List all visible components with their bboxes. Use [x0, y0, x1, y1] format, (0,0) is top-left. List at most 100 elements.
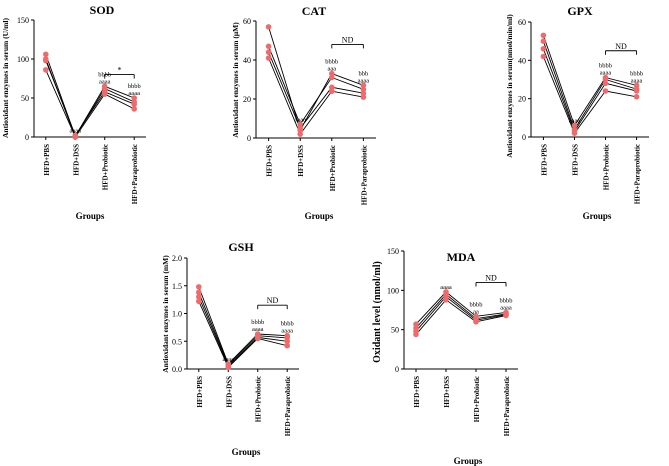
series-line — [45, 54, 135, 138]
significance-label: bbbb — [470, 301, 483, 308]
x-tick-label: HFD+PBS — [196, 376, 204, 408]
x-tick-label: HFD+DSS — [72, 144, 80, 176]
data-point — [196, 294, 202, 300]
data-point — [265, 43, 272, 50]
data-point — [602, 80, 609, 87]
data-point — [360, 82, 367, 89]
x-tick-label: HFD+PBS — [266, 145, 274, 177]
y-tick-label: 0.0 — [172, 365, 182, 374]
x-tick-label: HFD+Paraprobiotic — [634, 144, 642, 204]
significance-label: bbbb — [599, 63, 612, 70]
significance-label: aaaa — [69, 127, 81, 134]
y-axis-label: Antioxidant enzymes in serum (U/ml) — [1, 18, 10, 138]
y-axis-label: Oxidant level (nmol/ml) — [372, 261, 383, 363]
chart-title: GPX — [567, 4, 593, 18]
comparison-label: ND — [267, 296, 279, 305]
significance-label: bbbb — [500, 297, 513, 304]
data-point — [360, 94, 367, 100]
x-tick-label: HFD+Probiotic — [603, 144, 611, 190]
significance-label: bbbb — [325, 59, 338, 66]
chart-title: SOD — [90, 3, 115, 17]
comparison-label: * — [117, 66, 121, 75]
chart-gsh: GSH Antioxidant enzymes in serum (mM) 0.0 0… — [161, 240, 299, 457]
series-line — [268, 46, 364, 126]
data-point — [131, 101, 137, 107]
significance-label: bbbb — [630, 70, 643, 77]
y-tick-label: 1.0 — [172, 310, 182, 319]
data-point — [413, 321, 419, 328]
data-point — [196, 289, 202, 296]
data-point — [265, 49, 272, 55]
series-line — [415, 295, 507, 332]
data-point — [633, 88, 640, 94]
data-point — [540, 38, 547, 44]
y-tick-label: 50 — [21, 94, 29, 103]
significance-label: aaaa — [600, 70, 612, 77]
significance-label: aaaa — [252, 326, 264, 333]
y-axis-label: Antioxidant enzymes in serum (μM) — [231, 22, 240, 138]
significance-label: aa — [473, 308, 479, 315]
significance-label: bbbb — [281, 321, 294, 328]
series-line — [415, 293, 507, 329]
x-tick-label: HFD+Paraprobiotic — [503, 376, 511, 436]
data-point — [633, 94, 640, 100]
chart-mda: MDA Oxidant level (nmol/ml) 0 50 100 150 HFD+P… — [372, 247, 518, 466]
significance-label: aaaa — [358, 77, 370, 84]
data-point — [43, 51, 49, 58]
x-tick-label: HFD+PBS — [540, 144, 548, 176]
x-tick-label: HFD+DSS — [443, 376, 451, 408]
data-point — [571, 130, 578, 136]
data-point — [329, 70, 335, 77]
data-point — [254, 335, 261, 342]
data-point — [284, 338, 291, 345]
x-tick-label: HFD+Paraprobiotic — [131, 144, 139, 204]
series-line — [198, 286, 288, 365]
series-line — [415, 291, 507, 325]
series-line — [45, 60, 135, 137]
significance-label: bbbb — [251, 319, 264, 326]
y-tick-label: 60 — [243, 17, 251, 26]
y-tick-label: 0 — [25, 133, 29, 142]
comparison-label: ND — [485, 273, 497, 282]
x-tick-label: HFD+DSS — [297, 145, 305, 177]
y-tick-label: 0 — [395, 365, 399, 374]
data-point — [602, 88, 609, 94]
x-tick-label: HFD+Probiotic — [473, 376, 481, 422]
series-line — [542, 56, 637, 135]
significance-label: bbbb — [128, 83, 141, 90]
y-tick-label: 40 — [518, 56, 526, 65]
significance-label: aaaa — [222, 356, 234, 363]
significance-label: aaaa — [99, 78, 111, 85]
data-point — [131, 95, 137, 101]
y-tick-label: 100 — [387, 286, 399, 295]
chart-cat: CAT Antioxidant enzymes in serum (μM) 0 20 4… — [231, 4, 376, 221]
series-line — [198, 301, 288, 369]
data-point — [329, 88, 335, 94]
significance-label: aaaa — [631, 77, 643, 84]
comparison-label: ND — [342, 35, 354, 44]
data-point — [413, 331, 419, 338]
data-point — [297, 121, 304, 128]
x-tick-label: HFD+Probiotic — [102, 144, 110, 190]
y-tick-label: 0.5 — [172, 337, 182, 346]
x-axis-label: Groups — [76, 211, 105, 221]
significance-label: bbb — [358, 70, 368, 77]
significance-label: aaaa — [500, 304, 512, 311]
x-axis-label: Groups — [454, 456, 483, 466]
data-point — [265, 55, 272, 61]
data-point — [473, 319, 479, 325]
x-tick-label: HFD+DSS — [571, 144, 579, 176]
y-axis-label: Antioxidant enzymes in serum (mM) — [161, 255, 170, 373]
data-point — [196, 284, 202, 290]
significance-label: aaaa — [128, 90, 140, 97]
y-tick-label: 50 — [391, 326, 399, 335]
data-point — [297, 131, 304, 137]
series-line — [45, 69, 135, 138]
data-point — [43, 57, 49, 64]
series-line — [542, 48, 637, 133]
y-tick-label: 2.0 — [172, 254, 182, 263]
data-point — [225, 364, 232, 371]
data-point — [503, 312, 509, 319]
data-point — [540, 32, 547, 39]
